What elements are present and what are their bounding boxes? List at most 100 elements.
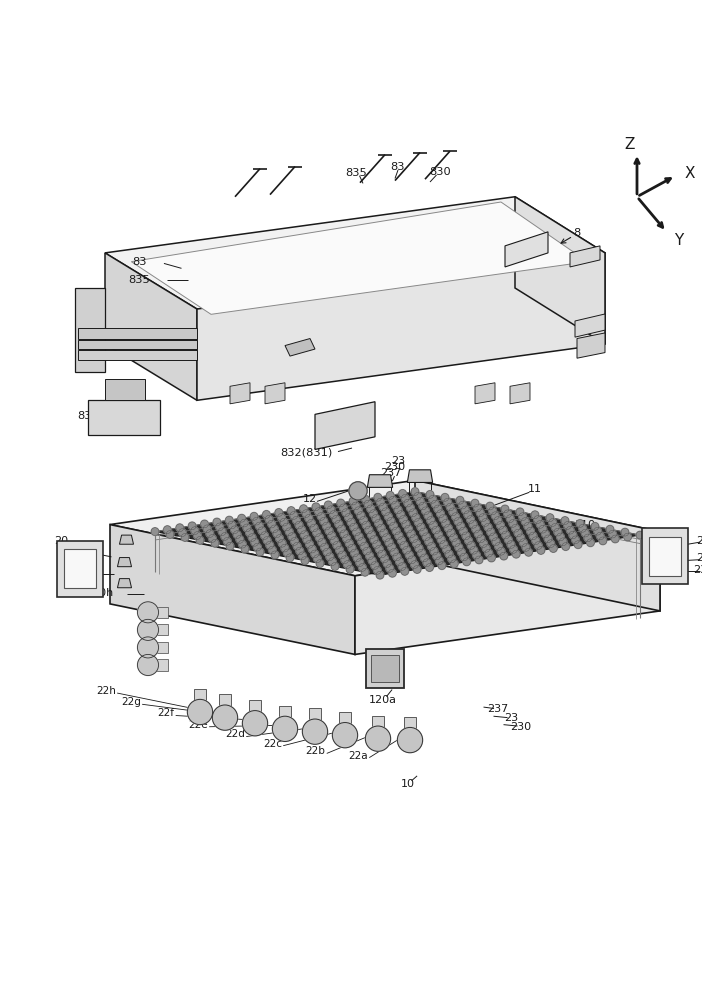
Circle shape bbox=[485, 549, 493, 557]
Circle shape bbox=[303, 510, 310, 517]
Circle shape bbox=[250, 512, 258, 520]
Circle shape bbox=[277, 513, 285, 521]
Text: 230: 230 bbox=[693, 565, 702, 575]
Circle shape bbox=[349, 497, 357, 505]
Circle shape bbox=[138, 637, 159, 658]
Circle shape bbox=[293, 516, 300, 524]
Text: 22f: 22f bbox=[157, 708, 174, 718]
Circle shape bbox=[505, 536, 512, 544]
Circle shape bbox=[327, 506, 335, 514]
Text: 20: 20 bbox=[696, 536, 702, 546]
Text: 23: 23 bbox=[696, 553, 702, 563]
Circle shape bbox=[571, 536, 579, 544]
Circle shape bbox=[597, 532, 604, 540]
Circle shape bbox=[504, 510, 512, 518]
Circle shape bbox=[371, 562, 378, 569]
Polygon shape bbox=[505, 232, 548, 267]
Circle shape bbox=[278, 539, 286, 547]
Circle shape bbox=[519, 539, 527, 546]
Circle shape bbox=[272, 716, 298, 741]
FancyBboxPatch shape bbox=[279, 706, 291, 720]
Circle shape bbox=[164, 526, 171, 534]
Text: 22a: 22a bbox=[348, 751, 368, 761]
Circle shape bbox=[403, 546, 411, 554]
Circle shape bbox=[263, 537, 271, 544]
Circle shape bbox=[469, 520, 477, 528]
Circle shape bbox=[191, 527, 199, 535]
Circle shape bbox=[519, 513, 526, 521]
Circle shape bbox=[420, 528, 428, 536]
Polygon shape bbox=[475, 383, 495, 404]
Circle shape bbox=[450, 534, 458, 542]
Circle shape bbox=[398, 563, 406, 570]
Polygon shape bbox=[117, 558, 131, 567]
Circle shape bbox=[584, 534, 592, 542]
Circle shape bbox=[138, 654, 159, 676]
Polygon shape bbox=[315, 402, 375, 449]
Circle shape bbox=[346, 565, 354, 573]
Circle shape bbox=[223, 537, 231, 545]
Circle shape bbox=[382, 508, 390, 516]
Circle shape bbox=[489, 507, 496, 515]
Circle shape bbox=[345, 514, 352, 521]
Circle shape bbox=[406, 551, 413, 559]
Text: 230: 230 bbox=[384, 462, 405, 472]
Circle shape bbox=[506, 515, 514, 522]
Circle shape bbox=[270, 525, 278, 533]
Circle shape bbox=[438, 562, 446, 569]
Text: 832(831): 832(831) bbox=[78, 411, 130, 421]
Circle shape bbox=[368, 531, 376, 539]
Circle shape bbox=[546, 514, 554, 522]
Circle shape bbox=[187, 699, 213, 725]
Polygon shape bbox=[230, 383, 250, 404]
Polygon shape bbox=[577, 333, 605, 358]
Polygon shape bbox=[75, 288, 105, 372]
Circle shape bbox=[379, 503, 387, 511]
Circle shape bbox=[425, 564, 433, 571]
Circle shape bbox=[424, 512, 432, 519]
Circle shape bbox=[442, 545, 450, 553]
Circle shape bbox=[176, 524, 184, 532]
Circle shape bbox=[362, 495, 369, 503]
Polygon shape bbox=[78, 340, 197, 349]
Circle shape bbox=[265, 515, 273, 523]
Circle shape bbox=[329, 558, 336, 565]
Circle shape bbox=[313, 529, 321, 537]
Circle shape bbox=[448, 555, 456, 563]
Circle shape bbox=[331, 563, 339, 570]
Circle shape bbox=[266, 541, 274, 549]
Circle shape bbox=[314, 555, 322, 563]
Circle shape bbox=[515, 529, 522, 537]
Circle shape bbox=[226, 542, 234, 550]
Circle shape bbox=[201, 520, 208, 528]
Circle shape bbox=[271, 551, 279, 559]
Circle shape bbox=[428, 542, 435, 550]
Circle shape bbox=[380, 555, 388, 563]
Circle shape bbox=[501, 505, 509, 513]
Circle shape bbox=[401, 567, 409, 575]
Circle shape bbox=[343, 561, 351, 568]
Circle shape bbox=[474, 504, 482, 512]
Text: 830: 830 bbox=[429, 167, 451, 177]
Polygon shape bbox=[88, 400, 160, 435]
Circle shape bbox=[290, 512, 298, 519]
Circle shape bbox=[376, 545, 383, 553]
Circle shape bbox=[208, 535, 216, 542]
Polygon shape bbox=[197, 253, 605, 400]
Circle shape bbox=[439, 515, 447, 522]
Circle shape bbox=[550, 545, 557, 552]
Circle shape bbox=[415, 544, 423, 552]
Circle shape bbox=[423, 559, 431, 567]
Circle shape bbox=[457, 522, 465, 530]
Circle shape bbox=[487, 528, 495, 536]
Circle shape bbox=[606, 525, 614, 533]
Polygon shape bbox=[119, 535, 133, 544]
Circle shape bbox=[491, 512, 499, 520]
Circle shape bbox=[524, 522, 531, 530]
Circle shape bbox=[293, 542, 301, 550]
Circle shape bbox=[547, 540, 555, 547]
Circle shape bbox=[308, 545, 316, 553]
Text: Y: Y bbox=[674, 233, 684, 248]
Circle shape bbox=[477, 535, 485, 543]
Circle shape bbox=[273, 530, 281, 538]
